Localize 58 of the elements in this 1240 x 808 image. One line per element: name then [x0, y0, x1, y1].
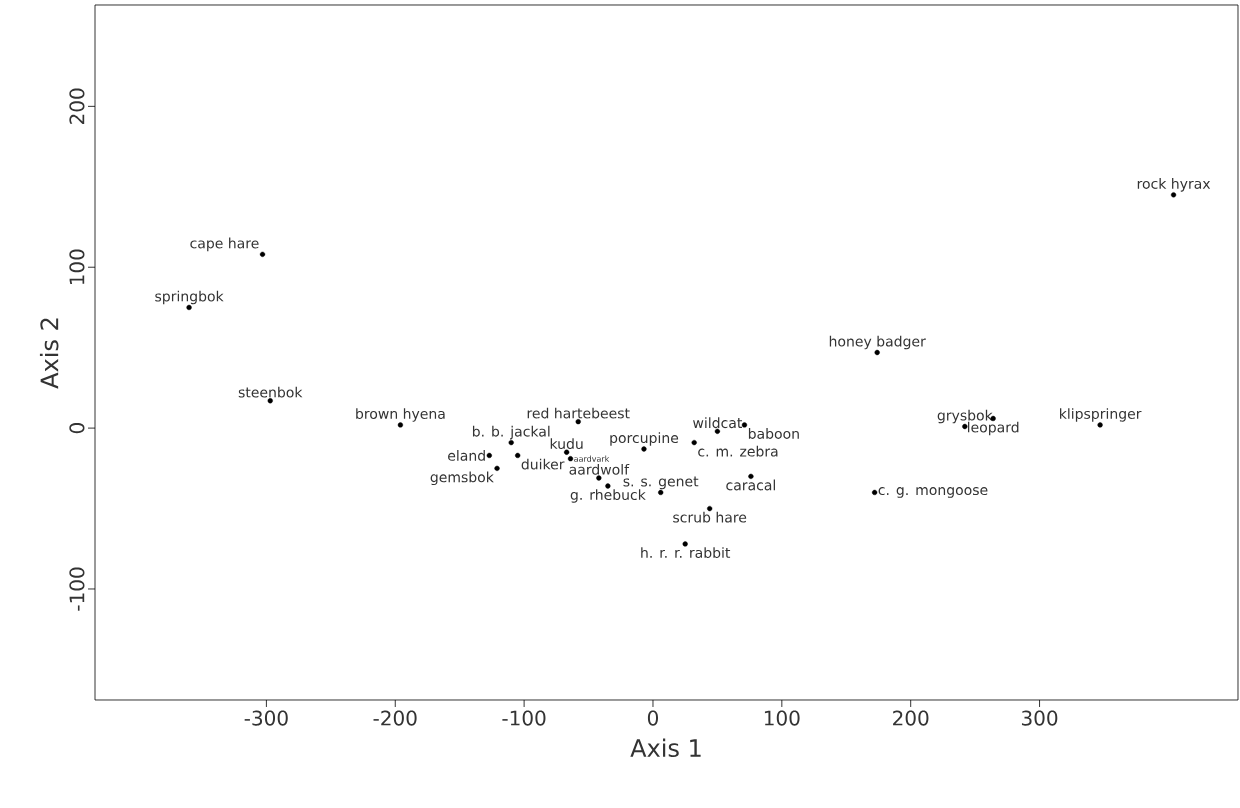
annotation: eland	[448, 450, 485, 461]
x-tick-label: 200	[893, 710, 929, 726]
x-tick-label: -300	[244, 710, 288, 726]
x-tick-label: 300	[1021, 710, 1058, 726]
point	[605, 483, 611, 489]
x-tick-label: 100	[764, 710, 800, 726]
annotation: cape hare	[190, 237, 259, 252]
annotation: steenbok	[238, 386, 303, 398]
annotation: s. s. genet	[623, 476, 699, 490]
y-tick-label: 100	[69, 249, 85, 285]
point	[486, 452, 492, 459]
annotation: porcupine	[610, 432, 679, 446]
annotation: h. r. r. rabbit	[641, 547, 731, 558]
y-axis-title: Axis 2	[39, 318, 59, 389]
annotation: c. m. zebra	[698, 445, 778, 457]
y-tick-label: 200	[69, 88, 85, 124]
point	[707, 505, 713, 512]
point	[267, 398, 273, 404]
point	[1097, 422, 1103, 428]
x-tick-label: -200	[373, 710, 417, 726]
y-tick-label: -100	[69, 567, 85, 611]
x-axis-title: Axis 1	[630, 738, 701, 758]
point	[564, 449, 570, 455]
annotation: springbok	[155, 290, 224, 305]
point	[515, 452, 521, 459]
annotation: scrub hare	[673, 511, 747, 523]
point	[691, 439, 697, 446]
point	[596, 475, 602, 481]
annotation: rock hyrax	[1137, 178, 1211, 192]
point	[748, 473, 754, 479]
annotation: honey badger	[829, 335, 926, 350]
annotation: aardwolf	[569, 463, 630, 475]
annotation: b. b. jackal	[472, 425, 550, 440]
point	[397, 422, 403, 428]
annotation: wildcat	[693, 417, 743, 429]
point	[872, 489, 878, 496]
x-tick-label: -100	[502, 710, 546, 726]
annotation: duiker	[521, 458, 565, 470]
point	[567, 456, 574, 462]
annotation: g. rhebuck	[570, 489, 646, 503]
point	[259, 251, 266, 257]
point	[641, 446, 647, 452]
annotation: aardvark	[574, 455, 610, 462]
x-tick-label: 0	[647, 710, 659, 726]
annotation: red hartebeest	[527, 407, 630, 419]
annotation: klipspringer	[1060, 408, 1142, 422]
annotation: kudu	[550, 438, 583, 450]
point	[682, 541, 688, 547]
y-tick-label: 0	[69, 423, 85, 434]
annotation: c. g. mongoose	[878, 487, 988, 498]
annotation: caracal	[726, 479, 775, 491]
annotation: brown hyena	[356, 408, 445, 422]
point	[874, 349, 880, 356]
point	[1170, 192, 1177, 198]
point	[575, 419, 581, 425]
annotation: gemsbok	[430, 471, 494, 486]
point	[494, 465, 500, 471]
annotation: baboon	[748, 428, 799, 439]
